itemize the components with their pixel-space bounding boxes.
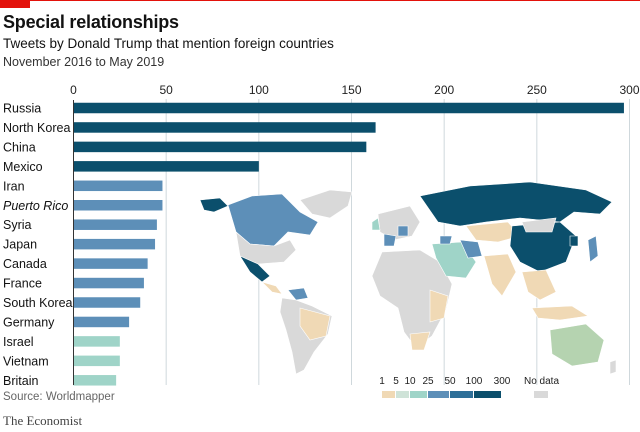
bar-canada bbox=[73, 258, 148, 269]
map-britain bbox=[371, 217, 381, 231]
category-label: North Korea bbox=[3, 121, 70, 135]
x-tick-label: 300 bbox=[619, 83, 639, 97]
category-label: Mexico bbox=[3, 160, 43, 174]
map-russia bbox=[419, 181, 613, 227]
legend-tick-5: 5 bbox=[393, 376, 399, 387]
bar-russia bbox=[73, 102, 624, 114]
bar-north-korea bbox=[73, 122, 376, 133]
bar-japan bbox=[73, 238, 156, 250]
map-alaska bbox=[199, 197, 229, 213]
legend-swatch bbox=[396, 391, 409, 398]
map-africa-east bbox=[429, 289, 449, 323]
map-venezuela bbox=[287, 287, 309, 301]
x-tick-label: 50 bbox=[159, 83, 173, 97]
bar-iran bbox=[73, 180, 163, 192]
map-indonesia bbox=[531, 305, 589, 321]
bar-france bbox=[73, 277, 144, 289]
bars bbox=[73, 102, 624, 386]
map-north-korea bbox=[569, 235, 579, 247]
map-iran bbox=[459, 239, 483, 259]
map-australia bbox=[549, 323, 605, 367]
category-label: Syria bbox=[3, 218, 32, 232]
map-europe bbox=[377, 205, 421, 241]
category-label: China bbox=[3, 140, 36, 154]
legend-swatch bbox=[428, 391, 449, 398]
map-central-asia bbox=[465, 221, 521, 243]
chart-title: Special relationships bbox=[3, 12, 179, 32]
legend-nodata-swatch bbox=[534, 391, 548, 398]
map-greenland bbox=[299, 189, 353, 219]
map-mexico bbox=[239, 255, 271, 283]
x-tick-label: 0 bbox=[70, 83, 77, 97]
map-southeast-asia bbox=[521, 269, 557, 301]
category-label: France bbox=[3, 277, 42, 291]
category-label: Britain bbox=[3, 374, 38, 388]
legend-swatch bbox=[474, 391, 501, 398]
map-india bbox=[483, 253, 517, 297]
bar-israel bbox=[73, 336, 120, 347]
bar-mexico bbox=[73, 161, 259, 172]
x-axis-ticks: 0 50 100 150 200 250 300 bbox=[70, 83, 640, 97]
legend-tick-1: 1 bbox=[379, 376, 385, 387]
legend-tick-300: 300 bbox=[493, 376, 511, 387]
category-label: Russia bbox=[3, 102, 41, 116]
legend-tick-100: 100 bbox=[465, 376, 483, 387]
category-label: South Korea bbox=[3, 296, 73, 310]
source-note: Source: Worldmapper bbox=[3, 391, 115, 403]
bar-south-korea bbox=[73, 297, 141, 308]
map-brazil bbox=[299, 307, 331, 341]
map-legend: 1 5 10 25 50 100 300 No data bbox=[378, 376, 559, 402]
category-label: Japan bbox=[3, 238, 37, 252]
x-tick-label: 100 bbox=[249, 83, 269, 97]
category-label: Iran bbox=[3, 179, 25, 193]
category-label: Canada bbox=[3, 257, 47, 271]
chart-subtitle: Tweets by Donald Trump that mention fore… bbox=[3, 36, 334, 51]
map-central-america bbox=[260, 281, 283, 295]
category-label: Germany bbox=[3, 315, 55, 329]
legend-tick-50: 50 bbox=[444, 376, 456, 387]
legend-swatch bbox=[410, 391, 427, 398]
bar-vietnam bbox=[73, 355, 120, 367]
legend-tick-25: 25 bbox=[422, 376, 434, 387]
map-south-africa bbox=[409, 331, 431, 351]
category-label: Puerto Rico bbox=[3, 199, 68, 213]
brand-logo-text: The Economist bbox=[3, 413, 83, 428]
category-label: Israel bbox=[3, 335, 34, 349]
x-tick-label: 250 bbox=[527, 83, 547, 97]
category-label: Vietnam bbox=[3, 354, 49, 368]
legend-tick-10: 10 bbox=[404, 376, 416, 387]
bar-germany bbox=[73, 316, 130, 328]
chart-date-range: November 2016 to May 2019 bbox=[3, 55, 165, 69]
legend-swatch bbox=[382, 391, 395, 398]
map-france bbox=[383, 233, 397, 247]
map-new-zealand bbox=[609, 359, 617, 375]
bar-puerto-rico bbox=[73, 200, 163, 211]
bar-syria bbox=[73, 219, 157, 230]
map-china bbox=[509, 221, 577, 273]
x-tick-label: 200 bbox=[434, 83, 454, 97]
legend-swatch bbox=[450, 391, 473, 398]
bar-britain bbox=[73, 375, 117, 386]
map-syria bbox=[439, 235, 453, 245]
bar-china bbox=[73, 141, 367, 153]
brand-red-tab bbox=[0, 0, 30, 8]
world-map bbox=[199, 181, 617, 375]
map-japan bbox=[587, 235, 599, 263]
top-rule bbox=[0, 0, 640, 1]
category-labels: Russia North Korea China Mexico Iran Puerto R… bbox=[3, 102, 73, 388]
x-tick-label: 150 bbox=[341, 83, 361, 97]
legend-nodata-label: No data bbox=[524, 376, 560, 387]
map-germany bbox=[397, 225, 409, 237]
map-mongolia bbox=[521, 217, 557, 233]
